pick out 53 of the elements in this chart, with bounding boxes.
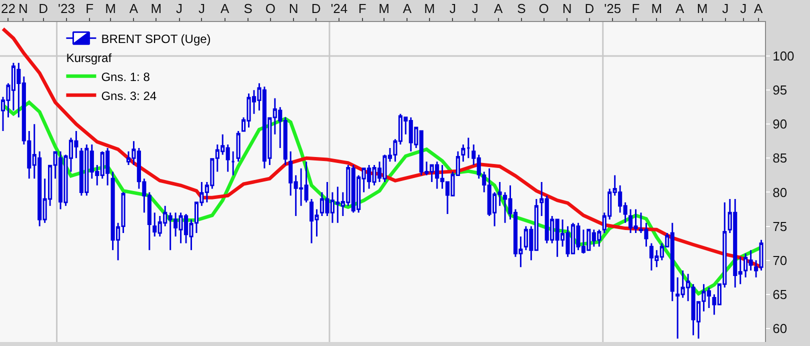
x-tick-label: S — [517, 0, 526, 16]
x-tick-label: A — [129, 0, 138, 16]
x-tick-label: J — [198, 0, 205, 16]
y-tick-label: 80 — [772, 184, 788, 200]
x-tick-label: A — [754, 0, 763, 16]
x-tick-label: N — [562, 0, 572, 16]
x-tick-label: D — [311, 0, 321, 16]
x-tick-label: M — [105, 0, 116, 16]
x-tick-label: M — [150, 0, 162, 16]
x-tick-label: O — [265, 0, 276, 16]
x-tick-label: F — [358, 0, 366, 16]
x-tick-label: A — [402, 0, 412, 16]
x-tick-label: M — [651, 0, 662, 16]
x-tick-label: M — [424, 0, 435, 16]
x-tick-label: '23 — [58, 0, 75, 16]
legend-label: Gns. 1: 8 — [101, 70, 150, 84]
x-tick-label: J — [176, 0, 183, 16]
x-tick-label: F — [632, 0, 640, 16]
x-tick-label: D — [38, 0, 48, 16]
y-tick-label: 65 — [772, 286, 788, 302]
x-tick-label: M — [378, 0, 390, 16]
candlestick — [236, 130, 240, 162]
y-tick-label: 75 — [772, 218, 788, 234]
x-tick-label: '25 — [604, 0, 622, 16]
x-tick-label: N — [288, 0, 298, 16]
legend-label: BRENT SPOT (Uge) — [101, 32, 211, 46]
x-tick-label: D — [584, 0, 594, 16]
x-tick-label: F — [86, 0, 94, 16]
y-tick-label: 95 — [772, 82, 788, 98]
candlestick — [231, 150, 236, 176]
x-tick-label: '24 — [330, 0, 348, 16]
y-tick-label: 90 — [772, 116, 788, 132]
x-tick-label: A — [220, 0, 230, 16]
x-tick-label: J — [449, 0, 456, 16]
x-tick-label: A — [675, 0, 684, 16]
x-tick-label: A — [494, 0, 503, 16]
y-tick-label: 70 — [772, 252, 788, 268]
x-tick-label: J — [472, 0, 478, 16]
y-tick-label: 60 — [772, 320, 788, 336]
x-tick-label: J — [722, 0, 729, 16]
legend-label: Gns. 3: 24 — [101, 88, 157, 103]
x-tick-label: M — [696, 0, 708, 16]
y-tick-label: 85 — [772, 150, 788, 166]
legend-title: Kursgraf — [66, 50, 112, 65]
x-tick-label: J — [740, 0, 747, 16]
candlestick — [466, 136, 470, 159]
line-series — [1, 27, 764, 269]
x-tick-label: N — [18, 0, 28, 16]
x-tick-label: S — [244, 0, 253, 16]
x-tick-label: 22 — [0, 0, 16, 16]
candlestick — [461, 144, 466, 162]
y-tick-label: 100 — [772, 48, 794, 64]
x-tick-label: O — [538, 0, 549, 16]
